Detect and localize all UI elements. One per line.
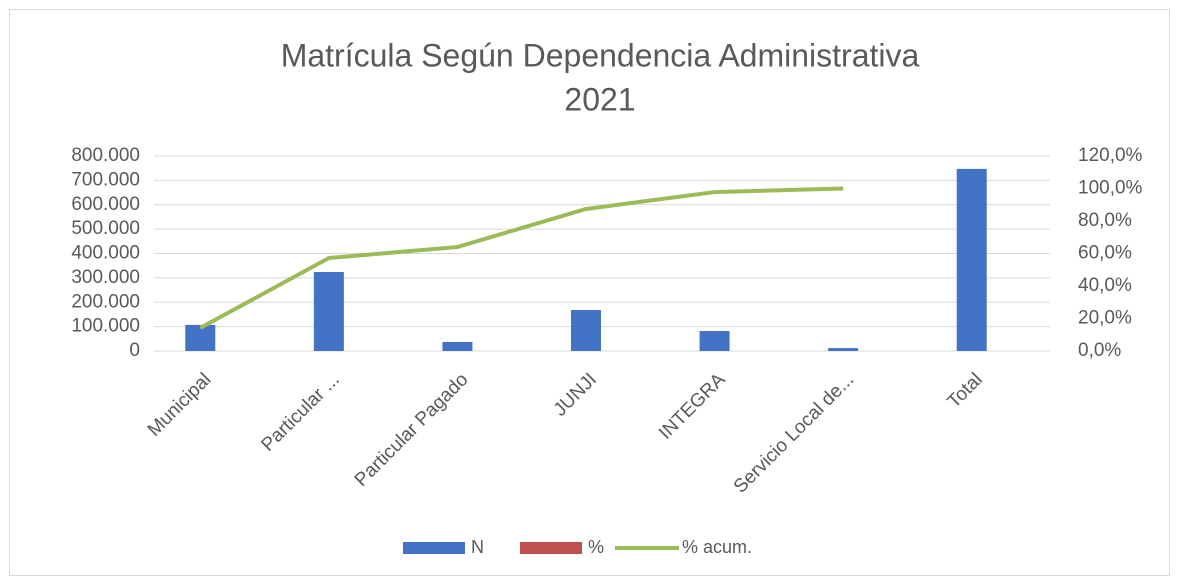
y-tick-label: 700.000 xyxy=(71,169,140,190)
bar xyxy=(828,348,858,351)
legend-label: N xyxy=(471,537,484,557)
y2-tick-label: 20,0% xyxy=(1078,308,1132,329)
y2-tick-label: 40,0% xyxy=(1078,275,1132,296)
y2-tick-label: 0,0% xyxy=(1078,340,1121,361)
bar xyxy=(314,272,344,351)
chart-title: 2021 xyxy=(564,81,635,117)
bar xyxy=(442,342,472,351)
y-tick-label: 100.000 xyxy=(71,316,140,337)
y-tick-label: 300.000 xyxy=(71,267,140,288)
legend-label: % acum. xyxy=(682,537,752,557)
y-tick-label: 200.000 xyxy=(71,291,140,312)
legend-swatch xyxy=(520,542,582,554)
y2-tick-label: 80,0% xyxy=(1078,210,1132,231)
y-tick-label: 400.000 xyxy=(71,243,140,264)
y2-tick-label: 60,0% xyxy=(1078,243,1132,264)
chart-title: Matrícula Según Dependencia Administrati… xyxy=(281,37,920,73)
bar xyxy=(571,310,601,351)
legend-swatch xyxy=(403,542,465,554)
y-tick-label: 0 xyxy=(129,340,140,361)
bar xyxy=(185,325,215,351)
bar xyxy=(957,169,987,351)
bar xyxy=(700,331,730,351)
y-tick-label: 500.000 xyxy=(71,218,140,239)
y2-tick-label: 120,0% xyxy=(1078,145,1143,166)
y-tick-label: 600.000 xyxy=(71,194,140,215)
y2-tick-label: 100,0% xyxy=(1078,178,1143,199)
y-tick-label: 800.000 xyxy=(71,145,140,166)
legend-label: % xyxy=(588,537,604,557)
